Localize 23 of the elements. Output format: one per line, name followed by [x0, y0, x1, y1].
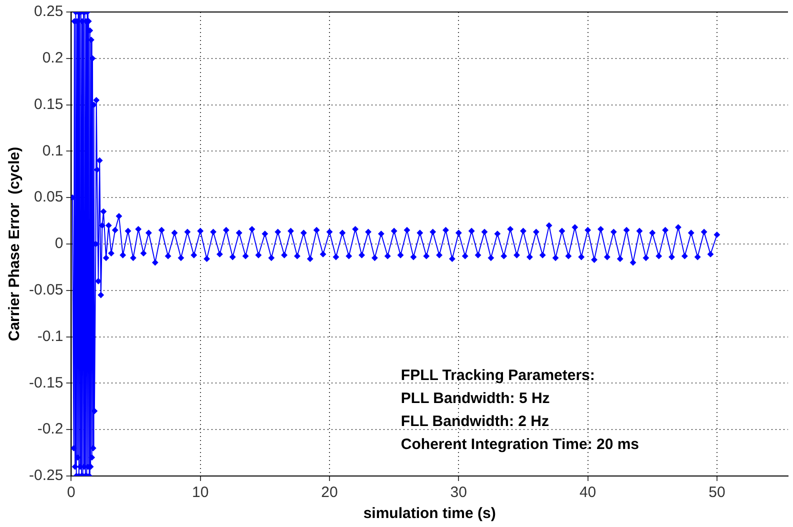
- y-tick-label: -0.15: [28, 374, 64, 392]
- annotation: FLL Bandwidth: 2 Hz: [400, 413, 549, 430]
- y-tick-label: 0.05: [34, 188, 64, 206]
- annotation: PLL Bandwidth: 5 Hz: [400, 390, 550, 408]
- y-tick-label: -0.1: [37, 328, 64, 345]
- y-tick-label: 0.15: [34, 96, 64, 113]
- y-tick-label: 0.25: [34, 3, 64, 20]
- y-tick-label: -0.25: [28, 467, 64, 484]
- y-tick-label: 0.1: [42, 142, 64, 160]
- x-tick-label: 0: [67, 484, 76, 502]
- x-tick-label: 10: [192, 484, 209, 502]
- x-tick-label: 30: [450, 484, 467, 502]
- x-tick-label: 50: [708, 484, 726, 502]
- x-axis-title: simulation time (s): [363, 505, 496, 522]
- y-axis-title: Carrier Phase Error (cycle): [6, 146, 24, 342]
- annotation: FPLL Tracking Parameters:: [400, 367, 595, 384]
- y-tick-label: 0: [54, 235, 64, 252]
- annotation: Coherent Integration Time: 20 ms: [400, 436, 640, 454]
- x-tick-label: 20: [321, 484, 338, 502]
- y-tick-label: -0.05: [28, 282, 64, 299]
- x-tick-label: 40: [579, 484, 596, 502]
- y-tick-label: 0.2: [42, 50, 64, 67]
- y-tick-label: -0.2: [37, 420, 64, 438]
